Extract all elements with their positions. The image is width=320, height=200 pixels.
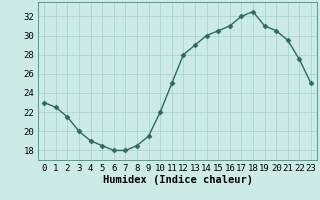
X-axis label: Humidex (Indice chaleur): Humidex (Indice chaleur) (103, 175, 252, 185)
